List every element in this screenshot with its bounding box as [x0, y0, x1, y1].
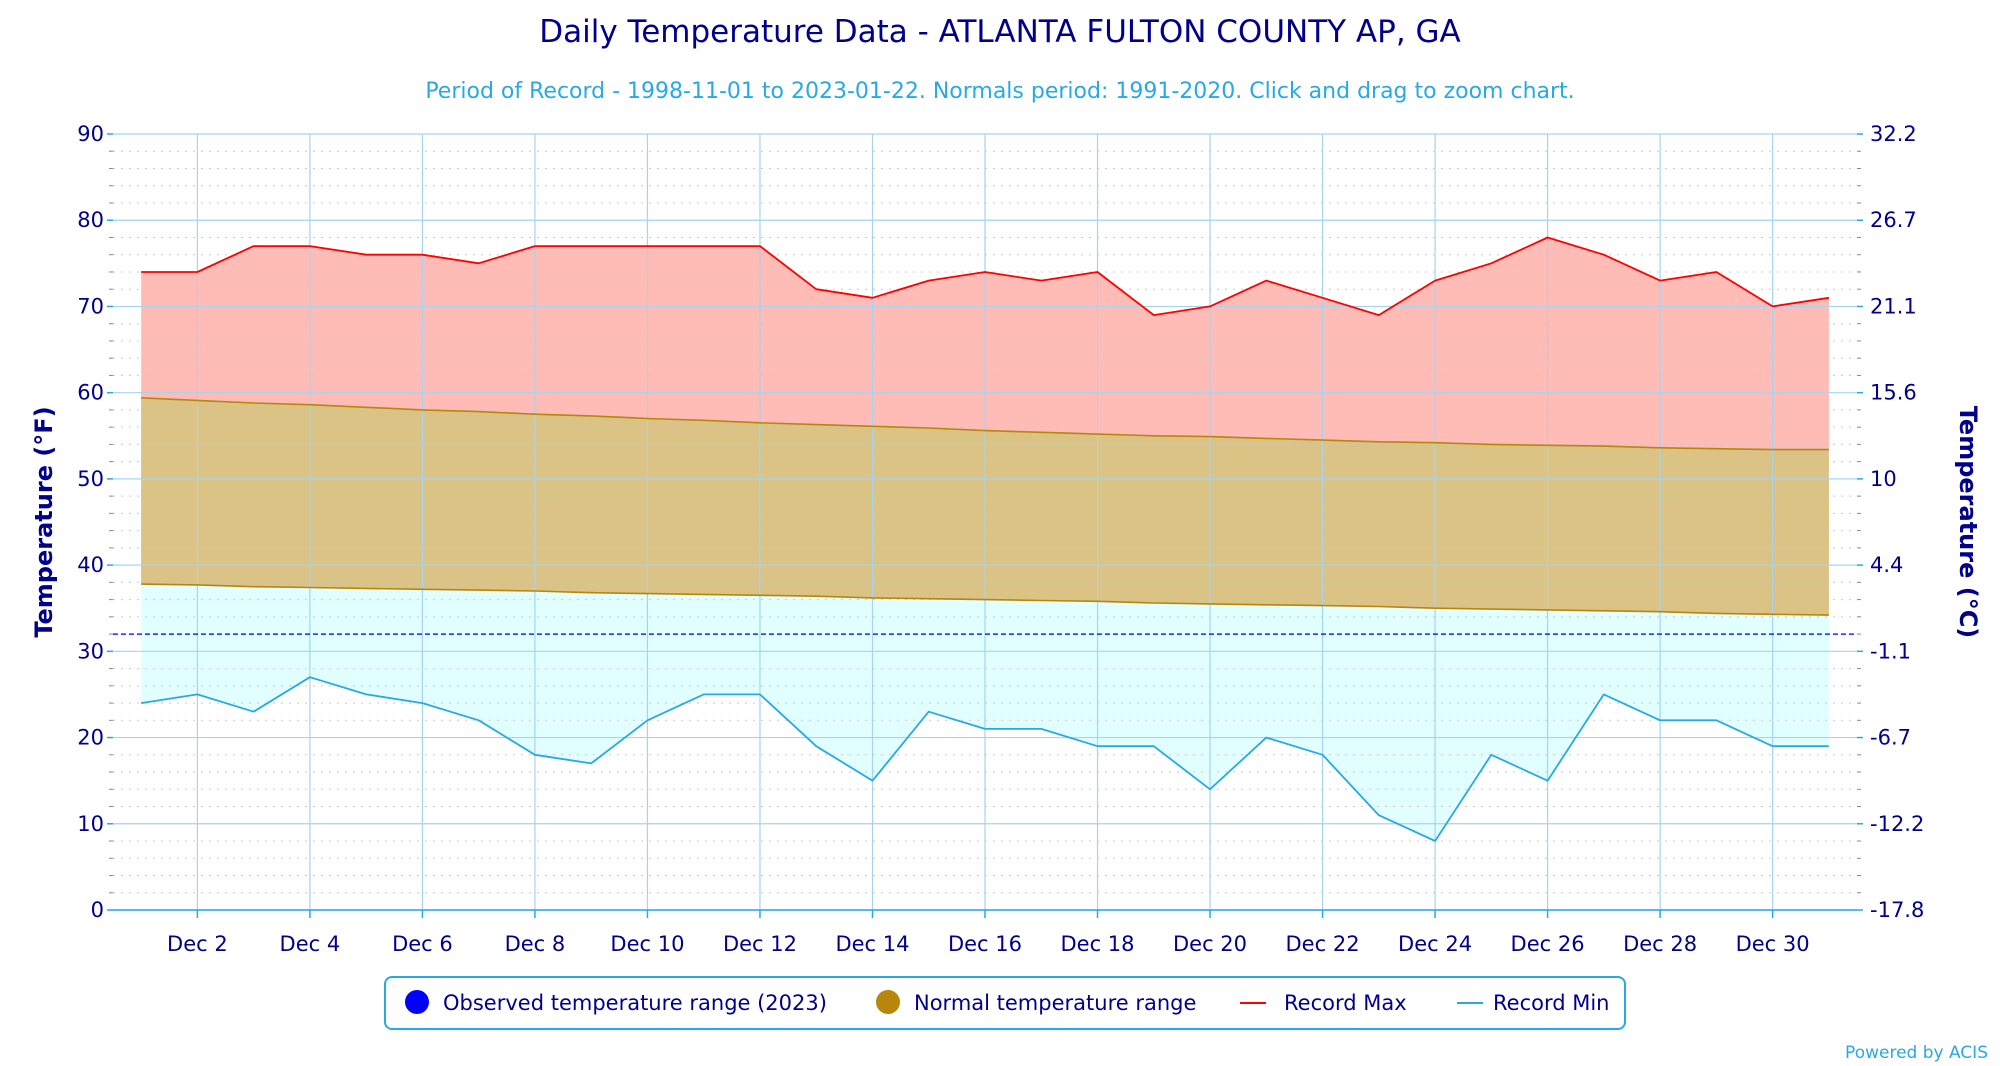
legend-item-label: Observed temperature range (2023) [443, 991, 827, 1015]
y-axis-title-right: Temperature (°C) [1954, 406, 1982, 639]
y-tick-label: 0 [91, 898, 104, 922]
y2-tick-label: -12.2 [1870, 812, 1924, 836]
legend-dot-icon [876, 990, 900, 1014]
axes: 0 -17.8 10 -12.2 20 -6.7 30 -1.1 40 4.4 50 10 60 15.6… [77, 122, 1924, 956]
y-tick-label: 30 [77, 639, 104, 663]
y-tick-label: 40 [77, 553, 104, 577]
legend-item-label: Record Min [1493, 991, 1610, 1015]
y-axis-title-left: Temperature (°F) [30, 406, 58, 637]
x-tick-label: Dec 18 [1060, 932, 1134, 956]
y2-tick-label: -1.1 [1870, 639, 1911, 663]
x-tick-label: Dec 10 [610, 932, 684, 956]
normal-high-line [141, 397, 1829, 451]
x-tick-label: Dec 20 [1173, 932, 1247, 956]
x-tick-label: Dec 26 [1511, 932, 1585, 956]
x-tick-label: Dec 8 [505, 932, 566, 956]
x-tick-label: Dec 2 [167, 932, 228, 956]
chart-title: Daily Temperature Data - ATLANTA FULTON … [539, 14, 1461, 50]
x-tick-label: Dec 6 [392, 932, 453, 956]
record-max-line [141, 236, 1830, 317]
y-tick-label: 50 [77, 467, 104, 491]
x-tick-label: Dec 16 [948, 932, 1022, 956]
y2-tick-label: -17.8 [1870, 898, 1924, 922]
legend-box [384, 976, 1626, 1030]
y-tick-label: 20 [77, 726, 104, 750]
grid-lines [113, 133, 1857, 911]
x-tick-label: Dec 14 [835, 932, 909, 956]
credit-link[interactable]: Powered by ACIS [1845, 1043, 1988, 1063]
y2-tick-label: 21.1 [1870, 294, 1917, 318]
x-tick-label: Dec 28 [1623, 932, 1697, 956]
x-tick-label: Dec 12 [723, 932, 797, 956]
y-tick-label: 60 [77, 381, 104, 405]
y-tick-label: 80 [77, 208, 104, 232]
y2-tick-label: 4.4 [1870, 553, 1903, 577]
y2-tick-label: 10 [1870, 467, 1897, 491]
y2-tick-label: -6.7 [1870, 726, 1911, 750]
y2-tick-label: 32.2 [1870, 122, 1917, 146]
x-tick-label: Dec 22 [1286, 932, 1360, 956]
y-tick-label: 70 [77, 294, 104, 318]
y2-tick-label: 15.6 [1870, 381, 1917, 405]
y2-tick-label: 26.7 [1870, 208, 1917, 232]
legend: Observed temperature range (2023) Normal … [384, 976, 1626, 1030]
chart-subtitle: Period of Record - 1998-11-01 to 2023-01… [425, 79, 1574, 104]
record-min-line [140, 676, 1829, 842]
x-tick-label: Dec 24 [1398, 932, 1472, 956]
legend-item-label: Record Max [1284, 991, 1407, 1015]
legend-dot-icon [405, 990, 429, 1014]
x-tick-label: Dec 4 [280, 932, 341, 956]
y-tick-label: 90 [77, 122, 104, 146]
y-tick-label: 10 [77, 812, 104, 836]
series-lines [140, 236, 1830, 842]
normal-low-line [141, 583, 1829, 616]
legend-item-label: Normal temperature range [914, 991, 1196, 1015]
x-tick-label: Dec 30 [1736, 932, 1810, 956]
